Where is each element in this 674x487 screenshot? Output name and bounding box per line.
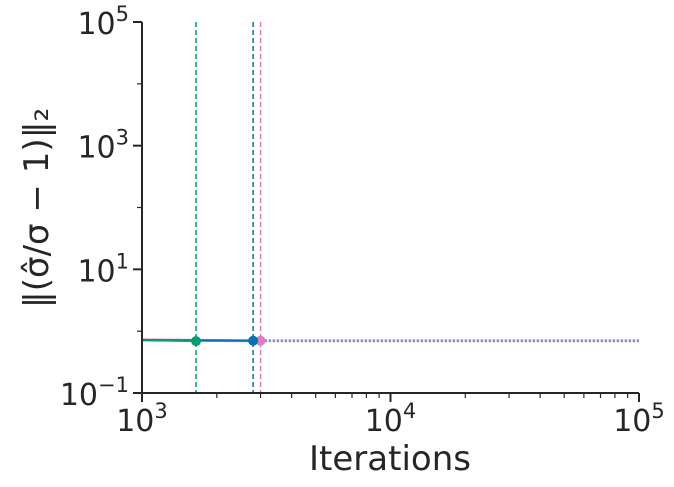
y-axis-title: ‖(σ̂/σ − 1)‖₂ [17,108,57,308]
x-ticks: 103 104 105 [116,393,665,439]
axes [141,22,639,394]
x-tick-label-2: 105 [613,399,665,439]
y-tick-label-0: 10−1 [60,373,129,413]
markers-layer [191,335,266,347]
y-tick-label-2: 103 [77,126,129,166]
series-line-2 [141,338,197,343]
x-tick-label-1: 104 [365,399,417,439]
series-layer [141,338,639,343]
x-tick-label-0: 103 [116,399,168,439]
series-marker-0 [255,335,266,346]
x-axis-title: Iterations [309,439,471,479]
y-tick-label-1: 101 [77,249,129,289]
series-marker-1 [248,335,259,346]
vertical-reference-lines [195,22,262,393]
series-marker-2 [191,336,202,347]
y-ticks: 10−1 101 103 105 [60,2,142,413]
y-tick-label-3: 105 [77,2,129,42]
